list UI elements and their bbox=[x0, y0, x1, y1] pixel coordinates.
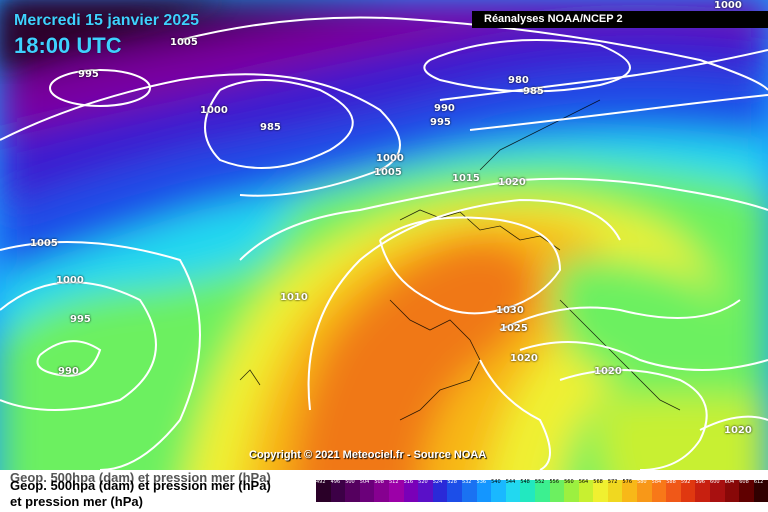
scale-label: 572 bbox=[607, 479, 618, 485]
scale-swatch: 608 bbox=[739, 479, 754, 502]
isobar-label: 995 bbox=[78, 69, 99, 80]
scale-label: 552 bbox=[534, 479, 545, 485]
scale-swatch: 560 bbox=[564, 479, 579, 502]
isobar-label: 995 bbox=[430, 117, 451, 128]
scale-label: 532 bbox=[461, 479, 472, 485]
scale-swatch: 576 bbox=[622, 479, 638, 502]
scale-swatch: 592 bbox=[680, 479, 696, 502]
scale-label: 516 bbox=[403, 479, 414, 485]
scale-label: 536 bbox=[476, 479, 487, 485]
scale-label: 524 bbox=[432, 479, 443, 485]
color-scale: 492 496 500 504 508 512 516 520 524 528 532 536 540 5… bbox=[316, 479, 768, 502]
scale-label: 512 bbox=[388, 479, 399, 485]
scale-label: 540 bbox=[491, 479, 501, 485]
scale-swatch: 492 bbox=[316, 479, 331, 502]
scale-swatch: 588 bbox=[666, 479, 681, 502]
isobar-label: 1000 bbox=[200, 105, 228, 116]
scale-swatch: 584 bbox=[651, 479, 667, 502]
scale-swatch: 600 bbox=[710, 479, 725, 502]
isobar-label: 1005 bbox=[30, 238, 58, 249]
isobar-label: 1005 bbox=[374, 167, 402, 178]
isobar-label: 1010 bbox=[280, 292, 308, 303]
scale-swatch: 572 bbox=[607, 479, 623, 502]
scale-label: 568 bbox=[593, 479, 603, 485]
source-label: Réanalyses NOAA/NCEP 2 bbox=[472, 11, 768, 28]
scale-swatch: 596 bbox=[695, 479, 711, 502]
scale-label: 528 bbox=[447, 479, 457, 485]
scale-label: 544 bbox=[505, 479, 516, 485]
isobar-label: 1025 bbox=[500, 323, 528, 334]
scale-label: 592 bbox=[680, 479, 691, 485]
copyright-notice: Copyright © 2021 Meteociel.fr - Source N… bbox=[249, 449, 487, 461]
isobar-label: 1020 bbox=[724, 425, 752, 436]
scale-swatch: 544 bbox=[505, 479, 521, 502]
isobar-label: 995 bbox=[70, 314, 91, 325]
legend-title: Geop. 500hpa (dam) et pression mer (hPa) bbox=[10, 478, 271, 493]
legend-title-shadow: Geop. 500hpa (dam) et pression mer (hPa) bbox=[10, 470, 271, 485]
scale-label: 496 bbox=[330, 479, 341, 485]
scale-swatch: 556 bbox=[549, 479, 565, 502]
scale-label: 588 bbox=[666, 479, 676, 485]
scale-swatch: 612 bbox=[753, 479, 768, 502]
isobar-label: 1030 bbox=[496, 305, 524, 316]
scale-swatch: 516 bbox=[403, 479, 419, 502]
scale-swatch: 532 bbox=[461, 479, 477, 502]
isobar-label: 985 bbox=[260, 122, 281, 133]
scale-swatch: 564 bbox=[578, 479, 594, 502]
scale-swatch: 548 bbox=[520, 479, 535, 502]
isobar-label: 1000 bbox=[56, 275, 84, 286]
isobar-label: 1020 bbox=[510, 353, 538, 364]
isobar-label: 985 bbox=[523, 86, 544, 97]
scale-swatch: 496 bbox=[330, 479, 346, 502]
map-time: 18:00 UTC bbox=[14, 33, 122, 58]
legend-subtitle: et pression mer (hPa) bbox=[10, 494, 143, 509]
scale-label: 608 bbox=[739, 479, 749, 485]
scale-swatch: 524 bbox=[432, 479, 448, 502]
scale-label: 548 bbox=[520, 479, 530, 485]
isobar-label: 1000 bbox=[376, 153, 404, 164]
scale-label: 508 bbox=[374, 479, 384, 485]
isobar-label: 1020 bbox=[594, 366, 622, 377]
isobar-label: 1020 bbox=[498, 177, 526, 188]
map-date: Mercredi 15 janvier 2025 bbox=[14, 12, 200, 29]
scale-label: 500 bbox=[345, 479, 355, 485]
isobar-label: 980 bbox=[508, 75, 529, 86]
scale-swatch: 512 bbox=[388, 479, 404, 502]
scale-label: 504 bbox=[359, 479, 370, 485]
scale-swatch: 520 bbox=[418, 479, 433, 502]
scale-swatch: 528 bbox=[447, 479, 462, 502]
isobar-label: 990 bbox=[434, 103, 455, 114]
scale-swatch: 508 bbox=[374, 479, 389, 502]
scale-label: 612 bbox=[753, 479, 764, 485]
scale-swatch: 500 bbox=[345, 479, 360, 502]
isobar-label: 1005 bbox=[170, 37, 198, 48]
isobar-label: 990 bbox=[58, 366, 79, 377]
scale-swatch: 504 bbox=[359, 479, 375, 502]
scale-swatch: 536 bbox=[476, 479, 492, 502]
isobar-label: 1015 bbox=[452, 173, 480, 184]
scale-swatch: 604 bbox=[724, 479, 740, 502]
scale-label: 604 bbox=[724, 479, 735, 485]
scale-label: 520 bbox=[418, 479, 428, 485]
scale-label: 492 bbox=[316, 479, 326, 485]
scale-label: 584 bbox=[651, 479, 662, 485]
scale-label: 580 bbox=[637, 479, 647, 485]
scale-label: 556 bbox=[549, 479, 560, 485]
scale-label: 576 bbox=[622, 479, 633, 485]
legend-footer: Geop. 500hpa (dam) et pression mer (hPa)… bbox=[0, 470, 768, 512]
scale-label: 560 bbox=[564, 479, 574, 485]
scale-swatch: 540 bbox=[491, 479, 506, 502]
scale-label: 564 bbox=[578, 479, 589, 485]
isobar-label: 1000 bbox=[714, 0, 742, 11]
scale-swatch: 568 bbox=[593, 479, 608, 502]
scale-swatch: 552 bbox=[534, 479, 550, 502]
scale-label: 600 bbox=[710, 479, 720, 485]
scale-label: 596 bbox=[695, 479, 705, 485]
scale-swatch: 580 bbox=[637, 479, 652, 502]
